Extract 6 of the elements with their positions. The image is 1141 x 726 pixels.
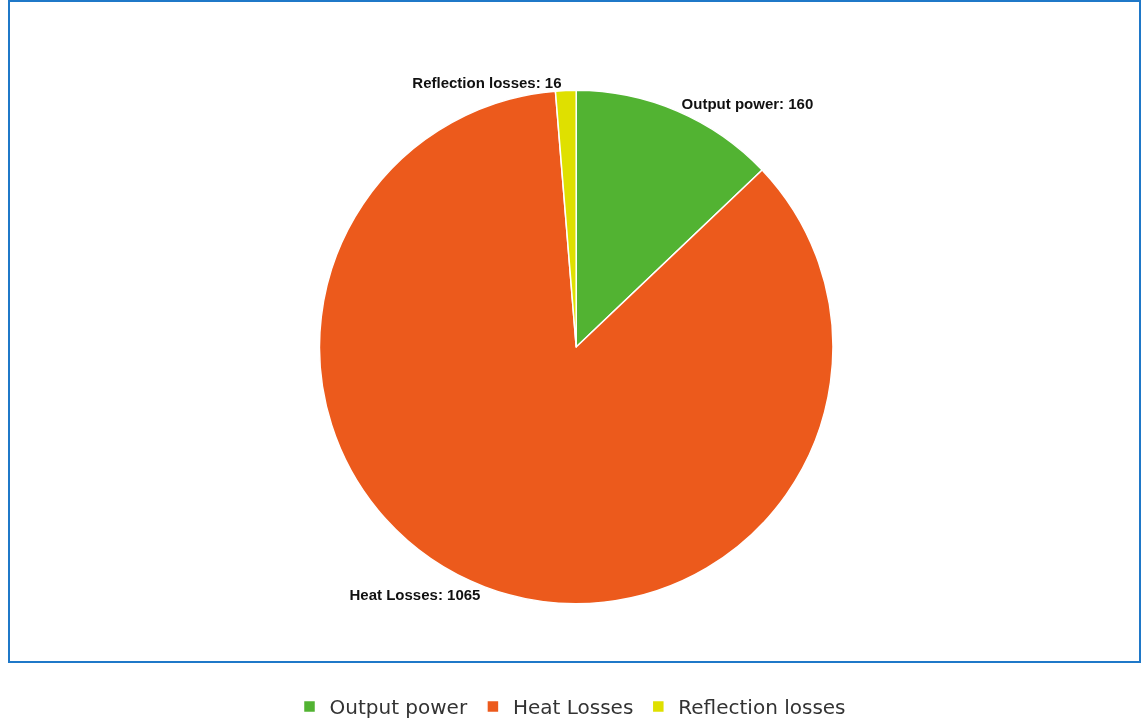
legend-label: Reflection losses — [678, 695, 846, 720]
data-label: Heat Losses: 1065 — [349, 585, 481, 603]
legend-label: Heat Losses — [512, 695, 634, 720]
data-label: Output power: 160 — [681, 95, 814, 113]
legend-label: Output power — [329, 695, 468, 720]
data-label: Reflection losses: 16 — [412, 73, 562, 91]
